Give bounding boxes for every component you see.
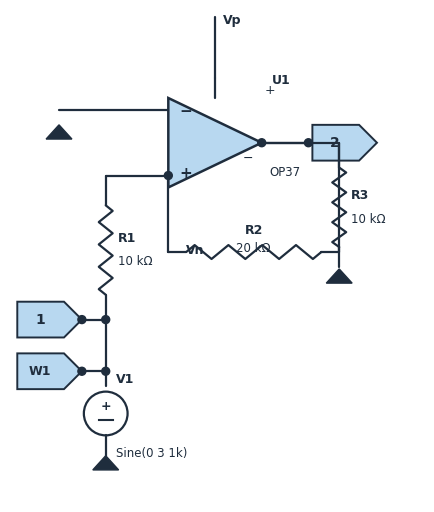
Circle shape: [78, 315, 85, 324]
Text: −: −: [179, 104, 192, 119]
Polygon shape: [92, 456, 118, 470]
Circle shape: [335, 139, 342, 147]
Text: 2: 2: [329, 136, 339, 150]
Circle shape: [102, 367, 109, 375]
Text: 20 kΩ: 20 kΩ: [236, 242, 270, 254]
Text: +: +: [264, 83, 274, 97]
Polygon shape: [326, 269, 352, 283]
Circle shape: [304, 139, 312, 147]
Circle shape: [164, 172, 172, 180]
Text: R3: R3: [350, 189, 368, 202]
Text: −: −: [242, 152, 253, 165]
Text: 10 kΩ: 10 kΩ: [350, 213, 385, 226]
Text: W1: W1: [29, 365, 51, 378]
Text: V1: V1: [115, 373, 134, 386]
Circle shape: [257, 139, 265, 147]
Circle shape: [102, 315, 109, 324]
Text: R1: R1: [117, 231, 136, 245]
Text: OP37: OP37: [269, 166, 300, 179]
Polygon shape: [17, 353, 82, 389]
Text: +: +: [100, 400, 111, 413]
Circle shape: [84, 392, 127, 435]
Text: U1: U1: [271, 74, 290, 87]
Text: R2: R2: [244, 224, 262, 237]
Text: Sine(0 3 1k): Sine(0 3 1k): [115, 447, 187, 460]
Text: 10 kΩ: 10 kΩ: [117, 255, 152, 268]
Polygon shape: [312, 125, 376, 161]
Polygon shape: [168, 98, 261, 187]
Text: Vn: Vn: [186, 244, 204, 257]
Polygon shape: [46, 125, 72, 139]
Text: +: +: [179, 166, 192, 181]
Polygon shape: [17, 302, 82, 337]
Text: 1: 1: [35, 313, 45, 327]
Circle shape: [78, 367, 85, 375]
Text: Vp: Vp: [223, 13, 241, 27]
